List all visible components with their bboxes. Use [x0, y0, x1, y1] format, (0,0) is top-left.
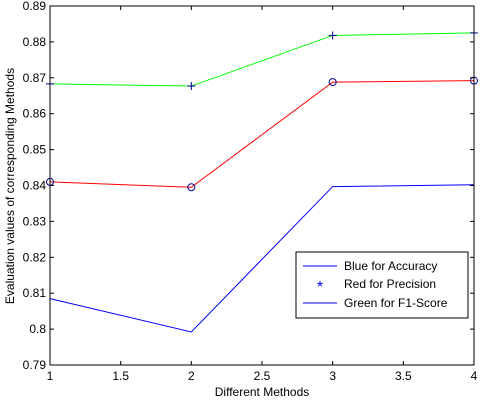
y-tick-label: 0.8: [29, 322, 46, 336]
x-tick-label: 4: [471, 369, 478, 383]
x-tick-label: 1: [47, 369, 54, 383]
y-tick-label: 0.88: [23, 35, 47, 49]
y-tick-label: 0.85: [23, 143, 47, 157]
x-tick-label: 3.5: [395, 369, 412, 383]
y-tick-label: 0.89: [23, 0, 47, 13]
y-tick-label: 0.87: [23, 71, 47, 85]
x-tick-label: 2: [188, 369, 195, 383]
y-tick-label: 0.82: [23, 250, 47, 264]
legend-symbol-precision: *: [317, 279, 323, 296]
y-tick-label: 0.84: [23, 179, 47, 193]
legend: Blue for Accuracy * Red for Precision Gr…: [296, 252, 468, 318]
legend-label-accuracy: Blue for Accuracy: [344, 259, 437, 273]
legend-label-f1: Green for F1-Score: [344, 296, 448, 310]
y-tick-label: 0.79: [23, 358, 47, 372]
x-tick-label: 2.5: [254, 369, 271, 383]
y-tick-label: 0.83: [23, 214, 47, 228]
legend-label-precision: Red for Precision: [344, 277, 436, 291]
y-axis-label: Evaluation values of corresponding Metho…: [3, 68, 17, 304]
x-tick-label: 1.5: [112, 369, 129, 383]
y-tick-label: 0.86: [23, 107, 47, 121]
x-axis-label: Different Methods: [215, 385, 310, 399]
y-tick-label: 0.81: [23, 286, 47, 300]
x-tick-label: 3: [329, 369, 336, 383]
